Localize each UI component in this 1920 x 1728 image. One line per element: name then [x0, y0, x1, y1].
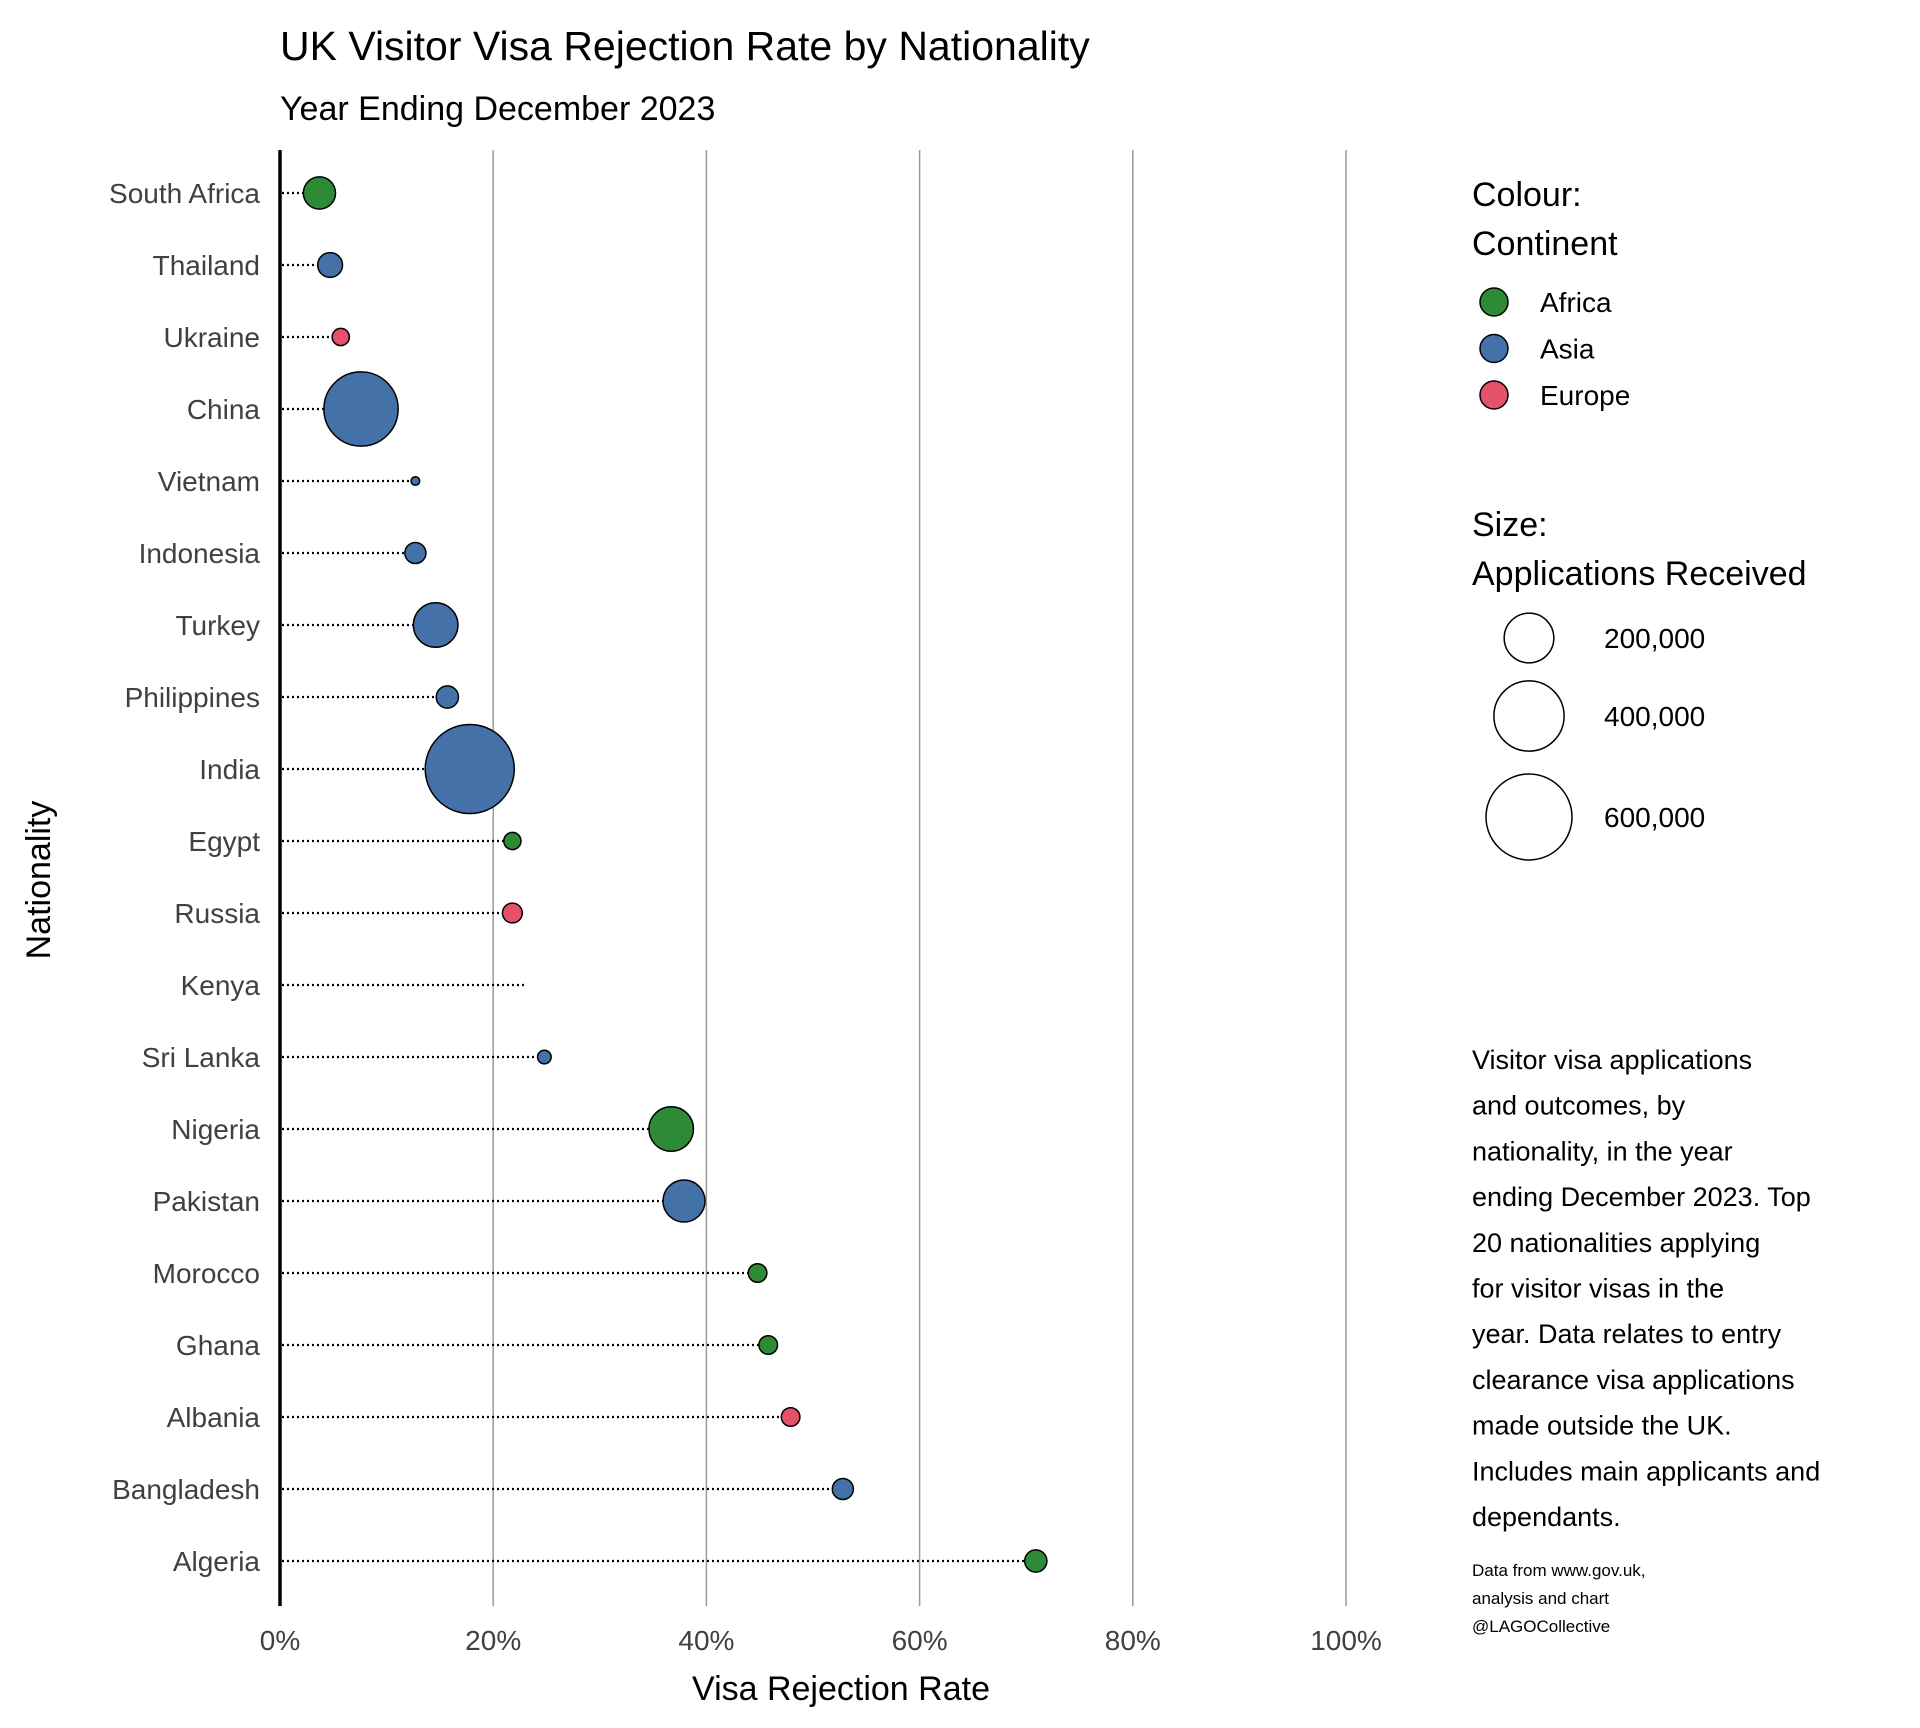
y-tick-label: Algeria	[173, 1546, 261, 1577]
y-tick-label: Vietnam	[158, 466, 260, 497]
y-tick-label: Morocco	[153, 1258, 260, 1289]
size-legend-label: 600,000	[1604, 802, 1705, 833]
legend-label: Asia	[1540, 334, 1595, 365]
credit-line: Data from www.gov.uk,	[1472, 1561, 1646, 1580]
y-tick-label: Turkey	[175, 610, 260, 641]
note-line: nationality, in the year	[1472, 1136, 1733, 1166]
size-legend-circle	[1485, 773, 1573, 861]
note-line: 20 nationalities applying	[1472, 1228, 1760, 1258]
data-point	[404, 541, 427, 565]
y-tick-label: Philippines	[125, 682, 260, 713]
y-tick-label: Nigeria	[171, 1114, 260, 1145]
data-point	[331, 327, 351, 347]
y-tick-label: Egypt	[188, 826, 260, 857]
note-line: Visitor visa applications	[1472, 1045, 1752, 1075]
data-point	[536, 1049, 552, 1065]
note-line: Includes main applicants and	[1472, 1456, 1820, 1486]
x-tick-label: 40%	[678, 1625, 734, 1656]
legend-swatch	[1479, 333, 1509, 364]
size-legend-title-1: Size:	[1472, 506, 1548, 544]
size-legend: Size: Applications Received 200,000 400,0…	[1472, 506, 1807, 861]
y-tick-label: India	[199, 754, 260, 785]
legend-swatch	[1479, 380, 1509, 410]
size-legend-circle	[1503, 612, 1555, 664]
legend-label: Europe	[1540, 380, 1630, 411]
y-tick-label: Albania	[167, 1402, 261, 1433]
data-points	[302, 176, 1048, 1573]
y-axis-title: Nationality	[20, 801, 58, 960]
x-tick-label: 60%	[892, 1625, 948, 1656]
size-legend-label: 200,000	[1604, 623, 1705, 654]
x-tick-label: 20%	[465, 1625, 521, 1656]
note-line: made outside the UK.	[1472, 1411, 1732, 1441]
credit-line: analysis and chart	[1472, 1589, 1609, 1608]
data-point	[831, 1477, 855, 1501]
x-tick-label: 80%	[1105, 1625, 1161, 1656]
data-point	[435, 685, 460, 709]
y-tick-label: Sri Lanka	[142, 1042, 261, 1073]
colour-legend-title-1: Colour:	[1472, 176, 1582, 214]
note-line: ending December 2023. Top	[1472, 1182, 1811, 1212]
data-point	[648, 1105, 695, 1153]
credit-line: @LAGOCollective	[1472, 1617, 1610, 1636]
stems	[282, 191, 1036, 1563]
x-axis-title: Visa Rejection Rate	[692, 1670, 990, 1708]
size-legend-title-2: Applications Received	[1472, 555, 1807, 593]
y-tick-label: China	[187, 394, 261, 425]
legend-swatch	[1479, 287, 1509, 317]
data-point	[323, 371, 399, 447]
note-line: and outcomes, by	[1472, 1091, 1686, 1121]
x-tick-labels: 0% 20% 40% 60% 80% 100%	[260, 1625, 1382, 1656]
chart-subtitle: Year Ending December 2023	[280, 90, 715, 128]
x-tick-label: 100%	[1310, 1625, 1382, 1656]
y-tick-label: Thailand	[153, 250, 260, 281]
legend-label: Africa	[1540, 287, 1612, 318]
data-point	[410, 475, 421, 487]
size-legend-label: 400,000	[1604, 701, 1705, 732]
data-point	[503, 831, 522, 851]
y-tick-label: Pakistan	[153, 1186, 260, 1217]
y-tick-labels: South Africa Thailand Ukraine China Vietnam I…	[109, 178, 260, 1577]
data-point	[758, 1334, 779, 1356]
y-tick-label: Kenya	[181, 970, 261, 1001]
x-tick-label: 0%	[260, 1625, 300, 1656]
y-tick-label: Bangladesh	[112, 1474, 260, 1505]
data-point	[501, 902, 524, 924]
caption-note: Visitor visa applications and outcomes, b…	[1472, 1045, 1820, 1532]
note-line: for visitor visas in the	[1472, 1274, 1724, 1304]
colour-legend-title-2: Continent	[1472, 225, 1618, 263]
y-tick-label: Ukraine	[164, 322, 260, 353]
data-point	[316, 251, 344, 279]
data-point	[424, 723, 516, 815]
colour-legend: Colour: Continent Africa Asia Europe	[1472, 176, 1630, 411]
data-point	[747, 1262, 768, 1284]
data-point	[412, 601, 459, 649]
y-tick-label: Indonesia	[139, 538, 261, 569]
data-point	[780, 1406, 801, 1428]
y-tick-label: South Africa	[109, 178, 260, 209]
chart-title: UK Visitor Visa Rejection Rate by Nation…	[280, 23, 1090, 69]
note-line: dependants.	[1472, 1502, 1621, 1532]
data-point	[1023, 1549, 1048, 1573]
credit-text: Data from www.gov.uk, analysis and chart @…	[1472, 1561, 1646, 1636]
y-tick-label: Ghana	[176, 1330, 260, 1361]
note-line: clearance visa applications	[1472, 1365, 1795, 1395]
data-point	[662, 1179, 706, 1223]
data-point	[302, 176, 337, 210]
gridlines	[492, 150, 1347, 1606]
size-legend-circle	[1493, 680, 1565, 752]
note-line: year. Data relates to entry	[1472, 1319, 1782, 1349]
y-tick-label: Russia	[174, 898, 260, 929]
